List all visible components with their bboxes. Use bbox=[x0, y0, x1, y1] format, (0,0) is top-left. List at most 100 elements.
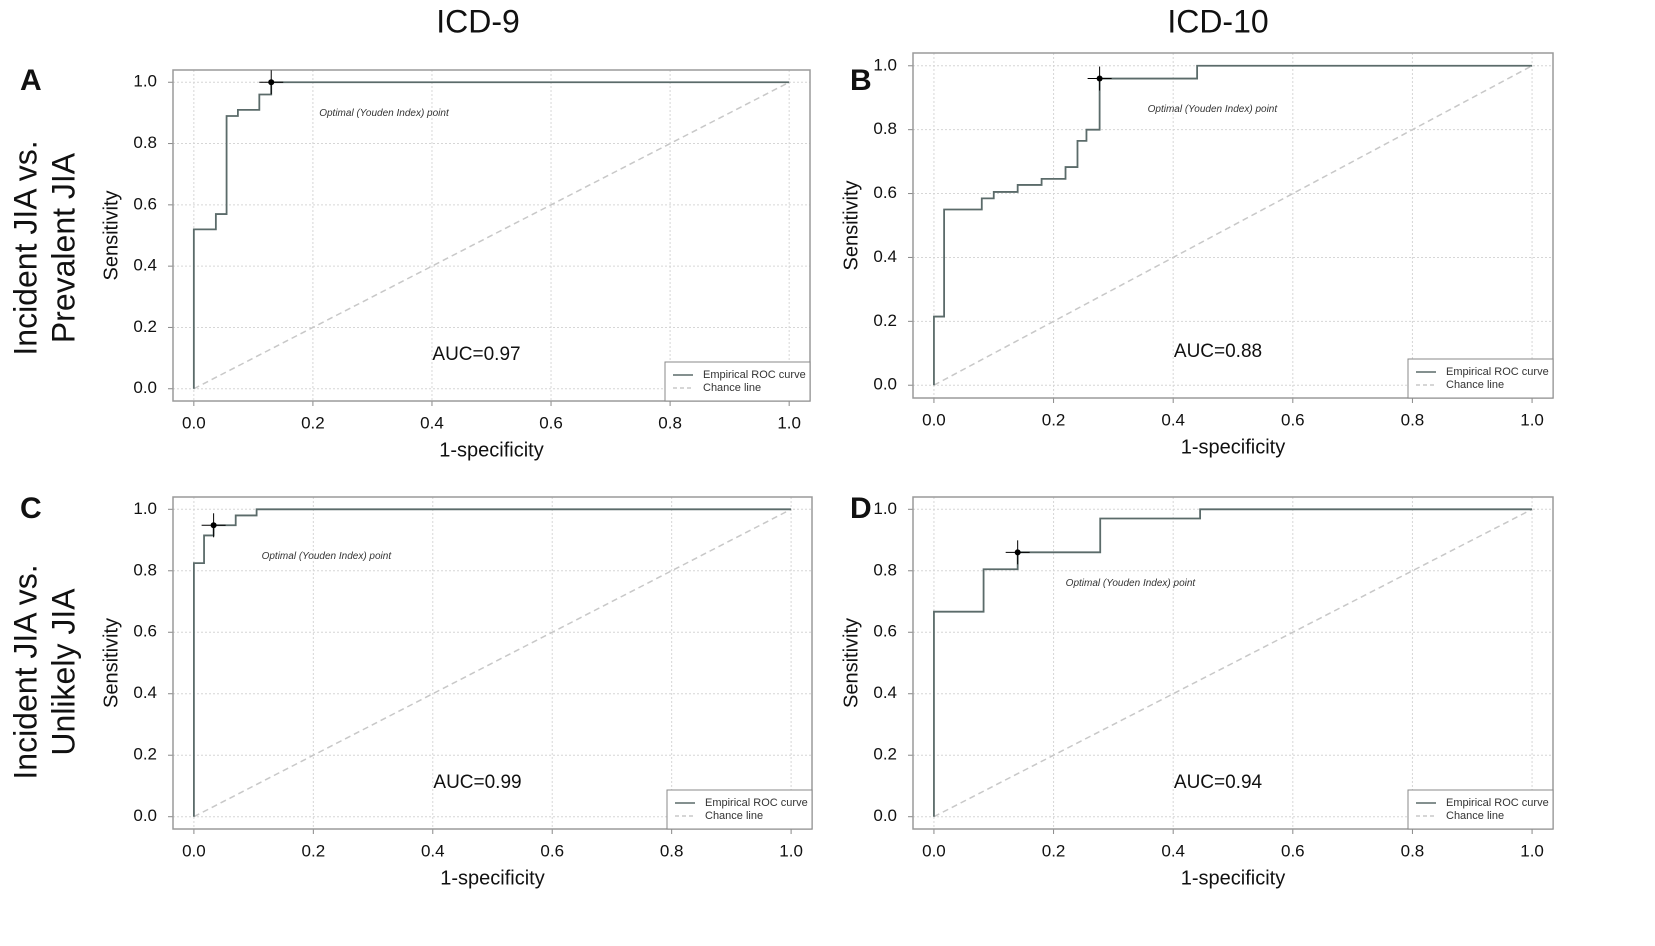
y-tick-label: 0.6 bbox=[133, 622, 157, 641]
x-axis-label: 1-specificity bbox=[440, 867, 544, 889]
y-tick-label: 0.4 bbox=[873, 247, 897, 266]
x-tick-label: 1.0 bbox=[1520, 410, 1544, 429]
plot-area bbox=[913, 53, 1553, 398]
roc-line bbox=[193, 508, 792, 818]
y-tick-label: 1.0 bbox=[873, 55, 897, 74]
legend-box bbox=[1407, 358, 1554, 399]
panel-label: B bbox=[850, 64, 872, 97]
panel-label: C bbox=[20, 492, 42, 525]
y-tick-label: 0.8 bbox=[133, 133, 157, 152]
y-tick-label: 0.0 bbox=[873, 806, 897, 825]
y-tick-label: 0.6 bbox=[873, 622, 897, 641]
y-axis-label: Sensitivity bbox=[100, 618, 122, 708]
roc-line bbox=[933, 64, 1533, 386]
y-tick-label: 0.0 bbox=[133, 378, 157, 397]
x-tick-label: 0.2 bbox=[1042, 410, 1066, 429]
auc-label: AUC=0.94 bbox=[1174, 772, 1263, 793]
optimal-label: Optimal (Youden Index) point bbox=[1066, 578, 1197, 589]
y-tick-label: 0.4 bbox=[133, 256, 157, 275]
plot-frame bbox=[172, 496, 813, 830]
x-tick-label: 0.8 bbox=[660, 841, 684, 860]
x-tick-label: 1.0 bbox=[779, 841, 803, 860]
legend-label: Chance line bbox=[1446, 379, 1504, 391]
y-tick-label: 0.0 bbox=[873, 375, 897, 394]
column-title: ICD-9 bbox=[436, 3, 520, 39]
optimal-label: Optimal (Youden Index) point bbox=[262, 551, 393, 562]
legend-box bbox=[1407, 789, 1554, 830]
auc-label: AUC=0.99 bbox=[433, 772, 521, 793]
x-tick-label: 0.4 bbox=[420, 413, 444, 432]
legend-label: Chance line bbox=[1446, 810, 1504, 822]
legend-label: Empirical ROC curve bbox=[705, 797, 808, 809]
x-tick-label: 0.2 bbox=[1042, 841, 1066, 860]
x-tick-label: 0.0 bbox=[182, 413, 206, 432]
legend-box bbox=[664, 361, 811, 402]
auc-label: AUC=0.97 bbox=[432, 344, 520, 365]
x-tick-label: 0.4 bbox=[1161, 841, 1185, 860]
row-title: Incident JIA vs. bbox=[7, 564, 43, 779]
y-axis-label: Sensitivity bbox=[100, 190, 122, 280]
y-tick-label: 1.0 bbox=[133, 72, 157, 91]
y-tick-label: 0.4 bbox=[873, 683, 897, 702]
y-tick-label: 0.2 bbox=[873, 311, 897, 330]
column-title: ICD-10 bbox=[1167, 3, 1268, 39]
x-tick-label: 0.2 bbox=[301, 413, 325, 432]
x-tick-label: 0.0 bbox=[922, 841, 946, 860]
x-tick-label: 0.8 bbox=[1401, 841, 1425, 860]
x-tick-label: 0.6 bbox=[540, 841, 564, 860]
plot-frame bbox=[912, 496, 1554, 830]
y-tick-label: 0.8 bbox=[873, 560, 897, 579]
x-tick-label: 0.2 bbox=[302, 841, 326, 860]
legend-label: Empirical ROC curve bbox=[703, 369, 806, 381]
x-tick-label: 0.6 bbox=[539, 413, 563, 432]
legend-box bbox=[666, 789, 813, 830]
roc-line bbox=[193, 81, 790, 390]
y-axis-label: Sensitivity bbox=[840, 180, 862, 270]
legend-label: Empirical ROC curve bbox=[1446, 797, 1549, 809]
x-tick-label: 0.6 bbox=[1281, 410, 1305, 429]
auc-label: AUC=0.88 bbox=[1174, 341, 1262, 362]
y-tick-label: 0.8 bbox=[133, 560, 157, 579]
legend-label: Chance line bbox=[703, 382, 761, 394]
y-tick-label: 0.0 bbox=[133, 806, 157, 825]
y-tick-label: 0.8 bbox=[873, 119, 897, 138]
optimal-point bbox=[1014, 549, 1021, 556]
optimal-point bbox=[1096, 75, 1103, 82]
optimal-point bbox=[268, 79, 275, 86]
y-tick-label: 0.2 bbox=[133, 317, 157, 336]
legend-label: Chance line bbox=[705, 810, 763, 822]
y-tick-label: 0.6 bbox=[133, 194, 157, 213]
roc-line bbox=[933, 508, 1533, 818]
x-axis-label: 1-specificity bbox=[1181, 436, 1285, 458]
y-tick-label: 0.2 bbox=[133, 745, 157, 764]
optimal-label: Optimal (Youden Index) point bbox=[319, 108, 450, 119]
x-tick-label: 0.8 bbox=[658, 413, 682, 432]
x-tick-label: 0.0 bbox=[922, 410, 946, 429]
panel-label: A bbox=[20, 64, 42, 97]
x-axis-label: 1-specificity bbox=[1181, 867, 1285, 889]
y-axis-label: Sensitivity bbox=[840, 618, 862, 708]
row-title: Incident JIA vs. bbox=[7, 140, 43, 355]
x-tick-label: 0.6 bbox=[1281, 841, 1305, 860]
y-tick-label: 0.2 bbox=[873, 745, 897, 764]
optimal-label: Optimal (Youden Index) point bbox=[1148, 104, 1279, 115]
y-tick-label: 1.0 bbox=[133, 499, 157, 518]
x-tick-label: 0.4 bbox=[421, 841, 445, 860]
row-title: Unlikely JIA bbox=[45, 588, 81, 756]
row-title: Prevalent JIA bbox=[45, 152, 81, 343]
roc-line bbox=[192, 81, 790, 389]
y-tick-label: 0.4 bbox=[133, 683, 157, 702]
x-tick-label: 1.0 bbox=[1520, 841, 1544, 860]
roc-line bbox=[933, 65, 1533, 386]
x-tick-label: 1.0 bbox=[777, 413, 801, 432]
optimal-point bbox=[210, 522, 217, 529]
y-tick-label: 0.6 bbox=[873, 183, 897, 202]
panel-label: D bbox=[850, 492, 872, 525]
x-tick-label: 0.0 bbox=[182, 841, 206, 860]
x-axis-label: 1-specificity bbox=[439, 439, 543, 461]
x-tick-label: 0.4 bbox=[1161, 410, 1185, 429]
legend-label: Empirical ROC curve bbox=[1446, 366, 1549, 378]
x-tick-label: 0.8 bbox=[1401, 410, 1425, 429]
y-tick-label: 1.0 bbox=[873, 499, 897, 518]
